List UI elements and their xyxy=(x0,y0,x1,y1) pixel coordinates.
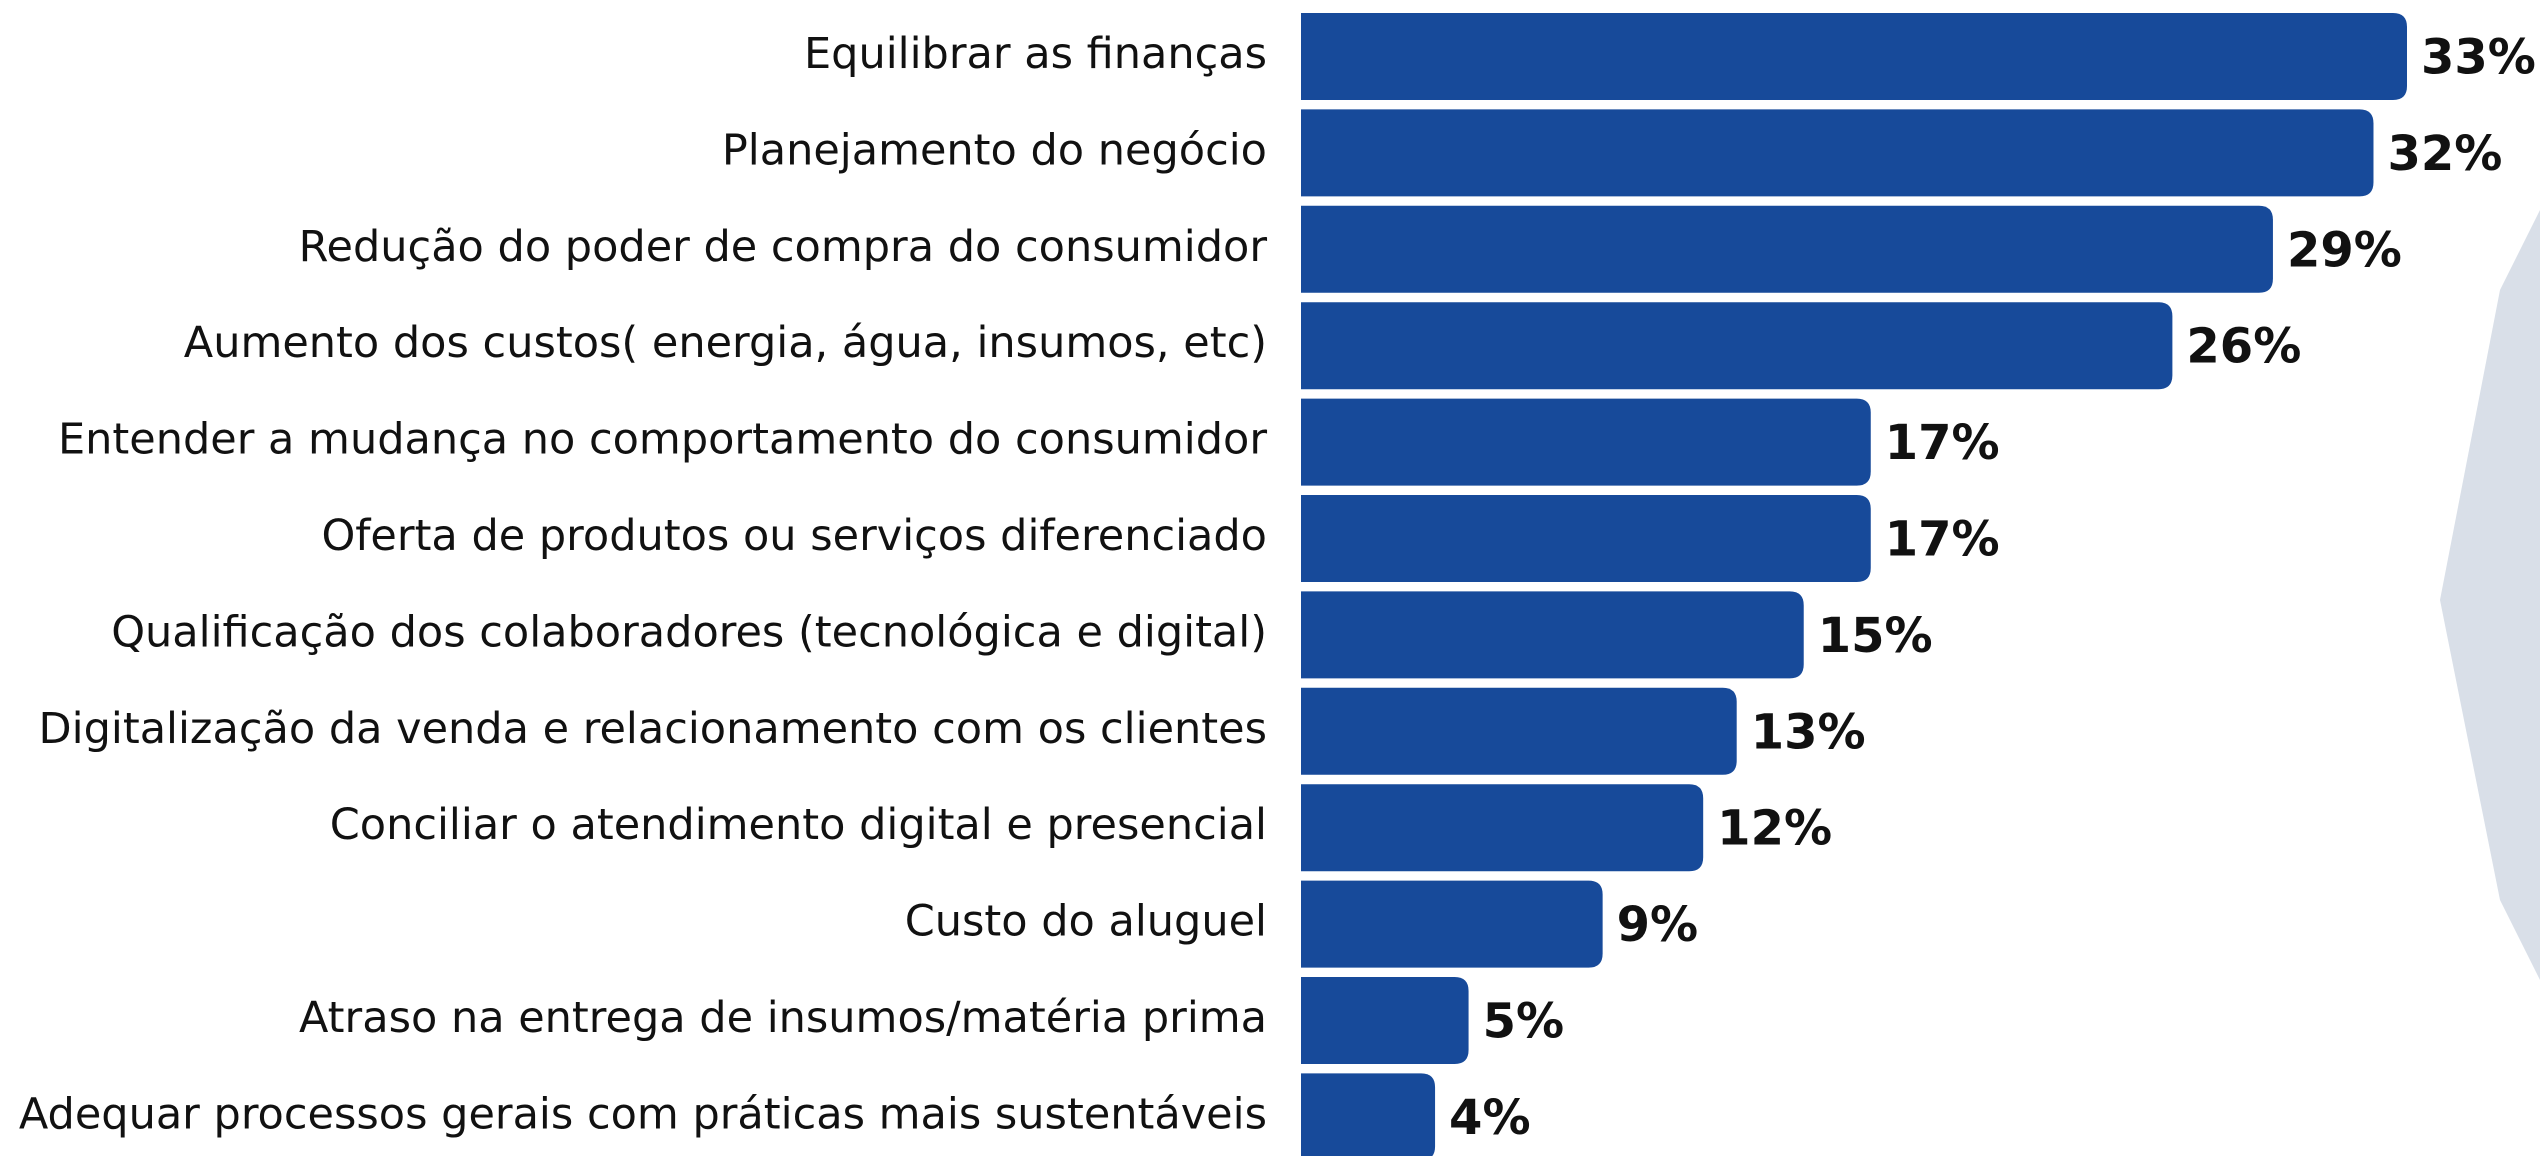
bar xyxy=(1301,399,1871,486)
value-label: 29% xyxy=(2287,222,2402,278)
bar xyxy=(1301,109,2373,196)
bar xyxy=(1301,302,2172,389)
value-label: 17% xyxy=(1885,512,2000,568)
category-label: Redução do poder de compra do consumidor xyxy=(299,222,1268,272)
bar xyxy=(1301,1073,1435,1156)
value-label: 33% xyxy=(2421,30,2536,86)
bar xyxy=(1301,13,2407,100)
category-label: Conciliar o atendimento digital e presen… xyxy=(330,800,1267,850)
value-label: 12% xyxy=(1717,801,1832,857)
bar xyxy=(1301,881,1603,968)
bar xyxy=(1301,206,2273,293)
category-label: Digitalização da venda e relacionamento … xyxy=(39,704,1267,754)
photo-fragment xyxy=(2440,210,2540,980)
category-label: Equilibrar as finanças xyxy=(804,29,1267,79)
category-label: Atraso na entrega de insumos/matéria pri… xyxy=(299,993,1267,1043)
value-label: 13% xyxy=(1751,704,1866,760)
bar xyxy=(1301,784,1703,871)
page: Equilibrar as finanças 33% Planejamento do… xyxy=(0,0,2540,1156)
bar xyxy=(1301,688,1737,775)
category-label: Adequar processos gerais com práticas ma… xyxy=(19,1089,1267,1139)
category-label: Entender a mudança no comportamento do c… xyxy=(58,415,1267,465)
category-label: Oferta de produtos ou serviços diferenci… xyxy=(321,511,1267,561)
bar xyxy=(1301,591,1804,678)
category-label: Qualificação dos colaboradores (tecnológ… xyxy=(111,607,1267,657)
value-label: 17% xyxy=(1885,415,2000,471)
category-label: Custo do aluguel xyxy=(905,897,1267,947)
bar xyxy=(1301,977,1469,1064)
value-label: 32% xyxy=(2387,126,2502,182)
value-label: 15% xyxy=(1818,608,1933,664)
value-label: 4% xyxy=(1449,1090,1531,1146)
category-label: Planejamento do negócio xyxy=(722,125,1267,175)
bar xyxy=(1301,495,1871,582)
value-label: 5% xyxy=(1483,994,1565,1050)
category-label: Aumento dos custos( energia, água, insum… xyxy=(184,318,1267,368)
value-label: 26% xyxy=(2186,319,2301,375)
value-label: 9% xyxy=(1617,897,1699,953)
chart: Equilibrar as finanças 33% Planejamento do… xyxy=(0,0,2540,1156)
